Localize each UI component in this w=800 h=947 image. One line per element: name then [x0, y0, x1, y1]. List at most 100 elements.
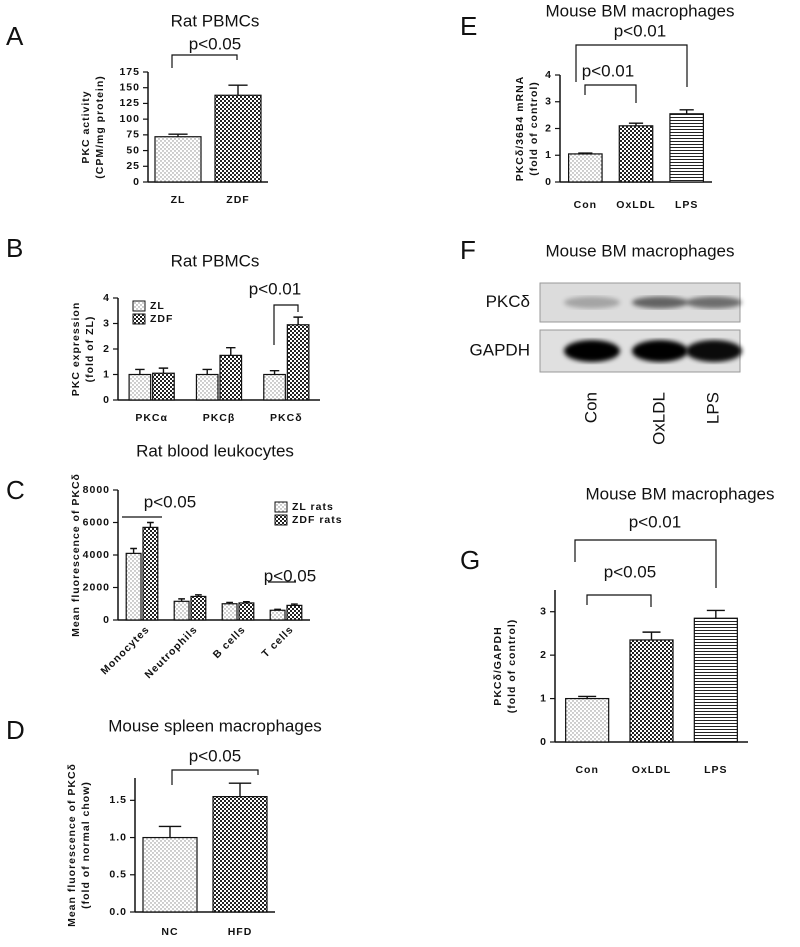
- error-bar: [178, 598, 185, 602]
- chart-title: Rat blood leukocytes: [136, 441, 294, 460]
- chart-title: Mouse BM macrophages: [546, 241, 735, 260]
- x-tick-label: Con: [574, 199, 597, 211]
- y-tick-label: 4000: [83, 549, 110, 561]
- bar: [286, 604, 303, 621]
- bar: [173, 600, 190, 621]
- y-tick-label: 75: [126, 129, 140, 141]
- panel-letter: G: [460, 545, 480, 575]
- panel-letter: B: [6, 233, 23, 263]
- y-axis-label: PKCδ/36B4 mRNA: [514, 76, 526, 182]
- legend-label: ZL rats: [292, 501, 334, 513]
- error-bar: [130, 547, 137, 554]
- chart-title: Rat PBMCs: [171, 251, 260, 270]
- y-tick-label: 0.5: [109, 869, 127, 881]
- bar: [219, 354, 243, 401]
- y-tick-label: 3: [103, 317, 110, 329]
- y-tick-label: 175: [119, 66, 140, 78]
- annotation: p<0.01: [614, 21, 666, 40]
- bar: [195, 373, 219, 401]
- x-tick-label: ZDF: [226, 194, 249, 206]
- error-bar: [291, 603, 298, 606]
- error-bar: [226, 601, 233, 604]
- error-bar: [158, 367, 169, 374]
- bar: [128, 373, 152, 401]
- blot-band: [564, 340, 620, 362]
- y-axis-label: (fold of control): [506, 619, 518, 714]
- error-bar: [158, 825, 182, 838]
- legend-label: ZDF rats: [292, 514, 343, 526]
- annotation: p<0.01: [582, 61, 634, 80]
- y-axis-label: Mean fluorescence of PKCδ: [66, 763, 78, 927]
- y-axis-label: (fold of normal chow): [80, 781, 92, 909]
- bar: [142, 836, 198, 913]
- panel-letter: E: [460, 11, 477, 41]
- blot-lane-label: LPS: [703, 392, 722, 424]
- x-tick-label: PKCδ: [270, 412, 303, 424]
- panel-letter: D: [6, 715, 25, 745]
- y-tick-label: 1: [540, 692, 547, 704]
- x-tick-label: Monocytes: [98, 624, 152, 678]
- y-tick-label: 150: [119, 81, 140, 93]
- x-tick-label: PKCβ: [203, 412, 236, 424]
- bar: [263, 373, 286, 401]
- significance-bracket: [574, 539, 717, 588]
- error-bar: [293, 316, 303, 325]
- y-axis-label: (fold of ZL): [84, 316, 96, 383]
- blot-band: [686, 296, 742, 309]
- legend-swatch: [132, 313, 146, 325]
- error-bar: [578, 695, 597, 699]
- bar: [286, 324, 310, 401]
- blot-lane-label: OxLDL: [649, 392, 668, 445]
- error-bar: [168, 133, 188, 137]
- blot-band: [632, 340, 688, 362]
- blot-row-label: GAPDH: [470, 340, 530, 359]
- y-tick-label: 4: [545, 69, 552, 81]
- y-tick-label: 6000: [83, 516, 110, 528]
- legend-swatch: [132, 300, 146, 312]
- legend-label: ZDF: [150, 313, 173, 325]
- blot-band: [564, 296, 620, 309]
- y-tick-label: 1.5: [109, 794, 127, 806]
- error-bar: [202, 368, 212, 375]
- chart-title: Mouse spleen macrophages: [108, 716, 322, 735]
- y-axis-label: PKC expression: [70, 302, 82, 397]
- error-bar: [578, 152, 593, 154]
- y-tick-label: 25: [126, 160, 140, 172]
- error-bar: [228, 84, 248, 96]
- chart-title: Mouse BM macrophages: [586, 484, 775, 503]
- bar: [221, 603, 238, 621]
- x-tick-label: B cells: [211, 624, 248, 661]
- blot-band: [686, 340, 742, 362]
- y-tick-label: 4: [103, 292, 110, 304]
- y-tick-label: 0: [540, 736, 547, 748]
- error-bar: [679, 109, 694, 114]
- significance-bracket: [575, 44, 688, 87]
- x-tick-label: Con: [575, 764, 598, 776]
- error-bar: [269, 369, 280, 375]
- annotation: p<0.05: [264, 566, 316, 585]
- x-tick-label: ZL: [171, 194, 186, 206]
- error-bar: [135, 368, 145, 375]
- bar: [212, 796, 268, 913]
- legend-swatch: [274, 514, 288, 526]
- panel-letter: A: [6, 21, 24, 51]
- x-tick-label: OxLDL: [616, 199, 655, 211]
- significance-bracket: [171, 54, 238, 68]
- y-tick-label: 3: [540, 605, 547, 617]
- blot-row-label: PKCδ: [486, 292, 530, 311]
- annotation: p<0.05: [144, 492, 196, 511]
- x-tick-label: LPS: [675, 199, 698, 211]
- y-tick-label: 100: [119, 113, 140, 125]
- x-tick-label: T cells: [260, 624, 297, 661]
- bar: [269, 609, 286, 621]
- x-tick-label: NC: [161, 926, 178, 938]
- y-axis-label: Mean fluorescence of PKCδ: [70, 473, 82, 637]
- annotation: p<0.05: [189, 746, 241, 765]
- bar: [565, 697, 610, 743]
- bar: [125, 552, 142, 621]
- y-tick-label: 50: [126, 144, 140, 156]
- bar: [142, 526, 159, 621]
- bar: [190, 595, 207, 621]
- y-tick-label: 8000: [83, 484, 110, 496]
